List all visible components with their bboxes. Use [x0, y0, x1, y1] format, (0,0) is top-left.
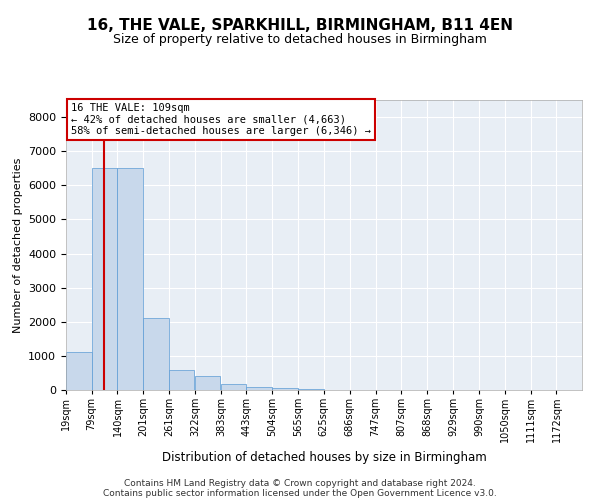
Text: 16, THE VALE, SPARKHILL, BIRMINGHAM, B11 4EN: 16, THE VALE, SPARKHILL, BIRMINGHAM, B11…: [87, 18, 513, 32]
Text: Contains public sector information licensed under the Open Government Licence v3: Contains public sector information licen…: [103, 488, 497, 498]
Text: 16 THE VALE: 109sqm
← 42% of detached houses are smaller (4,663)
58% of semi-det: 16 THE VALE: 109sqm ← 42% of detached ho…: [71, 103, 371, 136]
Bar: [143, 318, 169, 390]
Text: Size of property relative to detached houses in Birmingham: Size of property relative to detached ho…: [113, 32, 487, 46]
X-axis label: Distribution of detached houses by size in Birmingham: Distribution of detached houses by size …: [161, 451, 487, 464]
Bar: [298, 389, 324, 390]
Bar: [92, 168, 117, 390]
Bar: [66, 352, 92, 390]
Bar: [118, 168, 143, 390]
Bar: [195, 376, 220, 390]
Text: Contains HM Land Registry data © Crown copyright and database right 2024.: Contains HM Land Registry data © Crown c…: [124, 478, 476, 488]
Bar: [169, 370, 194, 390]
Y-axis label: Number of detached properties: Number of detached properties: [13, 158, 23, 332]
Bar: [247, 386, 272, 390]
Bar: [272, 388, 298, 390]
Bar: [221, 384, 247, 390]
